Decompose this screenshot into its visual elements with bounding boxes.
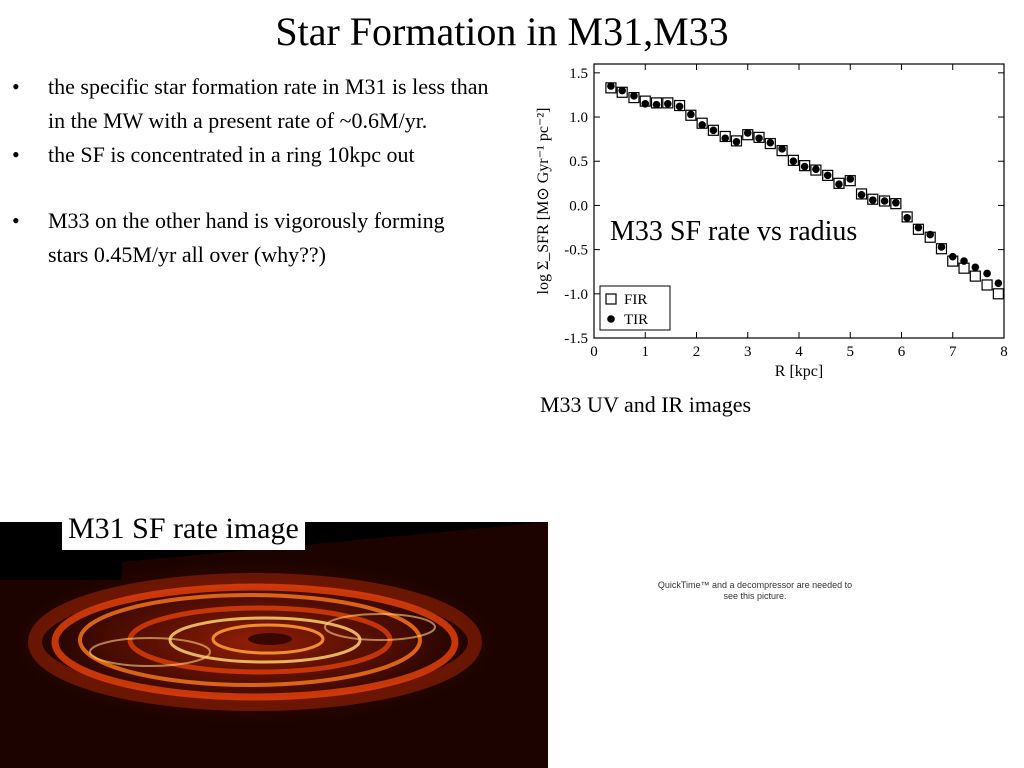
tir-point — [766, 138, 775, 147]
x-tick-label: 7 — [949, 344, 957, 360]
tir-point — [755, 134, 763, 143]
x-tick-label: 4 — [795, 344, 803, 360]
tir-point — [835, 180, 843, 189]
x-tick-label: 3 — [744, 344, 752, 360]
x-axis-label: R [kpc] — [775, 363, 823, 380]
tir-point — [880, 197, 889, 205]
tir-point — [812, 165, 820, 173]
y-tick-label: -1.0 — [564, 287, 588, 303]
y-axis-label: log Σ_SFR [M⊙ Gyr⁻¹ pc⁻²] — [535, 108, 552, 295]
fir-point — [969, 270, 981, 282]
uv-ir-caption: M33 UV and IR images — [540, 392, 752, 417]
bullet-item-ring: the SF is concentrated in a ring 10kpc o… — [10, 138, 490, 172]
bullet-list: the specific star formation rate in M31 … — [10, 70, 490, 272]
tir-point — [607, 82, 615, 90]
y-tick-label: 0.0 — [569, 198, 588, 214]
m31-galaxy-image — [0, 522, 548, 768]
legend-tir-label: TIR — [624, 312, 648, 328]
fir-point — [992, 288, 1004, 300]
tir-point — [630, 92, 638, 100]
y-tick-label: -1.5 — [564, 331, 588, 347]
tir-point — [892, 198, 900, 207]
quicktime-placeholder: QuickTime™ and a decompressor are needed… — [657, 580, 853, 601]
tir-point — [960, 257, 968, 265]
m31-sf-image — [0, 522, 548, 768]
tir-point — [903, 213, 911, 222]
chart-svg: 0 1 2 3 4 5 6 7 8 -1.5 -1.0 -0.5 0.0 0.5 1.0 1.5 R [kpc]… — [535, 63, 1008, 380]
tir-point — [778, 145, 786, 153]
tir-point — [687, 110, 695, 119]
tir-point — [652, 100, 661, 109]
tir-point — [857, 191, 866, 199]
y-tick-label: 0.5 — [569, 154, 588, 170]
y-tick-label: 1.5 — [569, 66, 588, 82]
chart-caption: M33 SF rate vs radius — [608, 215, 860, 249]
tir-point — [948, 252, 957, 261]
tir-point — [846, 175, 855, 183]
x-tick-label: 1 — [642, 344, 650, 360]
tir-point — [732, 137, 741, 146]
tir-point — [641, 99, 650, 108]
slide-title: Star Formation in M31,M33 — [275, 9, 729, 54]
legend-fir-label: FIR — [624, 292, 647, 308]
fir-point — [981, 279, 993, 291]
legend-box — [599, 285, 671, 331]
x-tick-label: 6 — [898, 344, 906, 360]
tir-point — [721, 134, 729, 143]
tir-point — [800, 162, 809, 171]
x-tick-label: 8 — [1000, 344, 1008, 360]
legend-fir-marker — [605, 293, 617, 305]
tir-point — [971, 263, 980, 272]
bullet-item-m31-sfr: the specific star formation rate in M31 … — [10, 70, 490, 138]
tir-point — [698, 121, 706, 129]
tir-point — [789, 157, 798, 166]
tir-point — [994, 279, 1003, 287]
tir-point — [983, 269, 991, 278]
bullet-item-m33: M33 on the other hand is vigorously form… — [10, 204, 490, 272]
tir-point — [937, 243, 946, 251]
x-tick-label: 0 — [590, 344, 598, 360]
tir-point — [914, 223, 923, 232]
tir-point — [664, 99, 672, 108]
tir-point — [823, 171, 832, 180]
y-tick-label: -0.5 — [564, 243, 588, 259]
m33-sfr-chart: 0 1 2 3 4 5 6 7 8 -1.5 -1.0 -0.5 0.0 0.5 1.0 1.5 R [kpc]… — [528, 52, 1012, 392]
tir-point — [926, 230, 934, 239]
tir-point — [869, 196, 877, 204]
x-tick-label: 2 — [693, 344, 701, 360]
tir-point — [675, 102, 684, 111]
m31-label: M31 SF rate image — [62, 508, 305, 550]
legend-tir-marker — [607, 315, 615, 323]
x-tick-label: 5 — [847, 344, 855, 360]
tir-point — [618, 86, 626, 95]
tir-point — [743, 129, 752, 137]
y-tick-label: 1.0 — [569, 110, 588, 126]
tir-point — [709, 126, 718, 135]
